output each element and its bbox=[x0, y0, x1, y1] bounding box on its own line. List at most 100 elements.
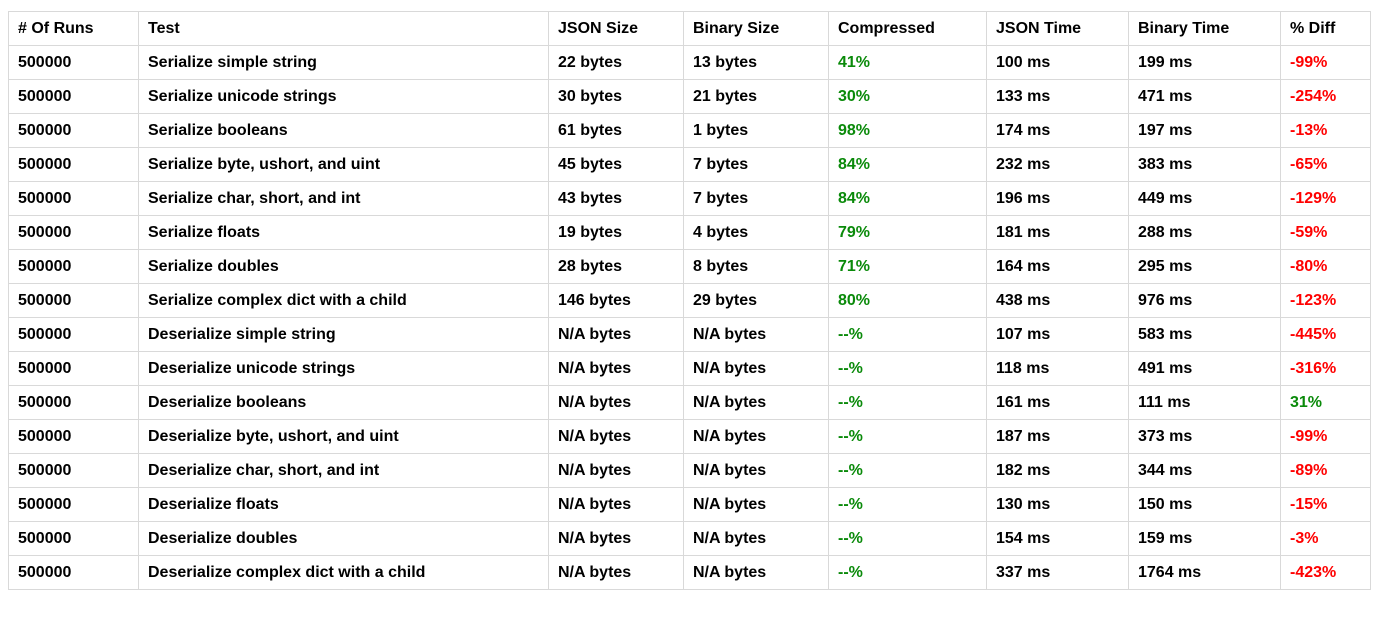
cell-runs: 500000 bbox=[8, 215, 139, 250]
cell-binary-time: 344 ms bbox=[1128, 453, 1281, 488]
cell-percent-diff: -316% bbox=[1280, 351, 1371, 386]
header-compressed: Compressed bbox=[828, 11, 987, 46]
cell-percent-diff: -13% bbox=[1280, 113, 1371, 148]
cell-test: Serialize simple string bbox=[138, 45, 549, 80]
cell-json-size: N/A bytes bbox=[548, 385, 684, 420]
cell-runs: 500000 bbox=[8, 181, 139, 216]
cell-json-time: 174 ms bbox=[986, 113, 1129, 148]
cell-test: Serialize byte, ushort, and uint bbox=[138, 147, 549, 182]
cell-percent-diff: -15% bbox=[1280, 487, 1371, 522]
cell-binary-time: 288 ms bbox=[1128, 215, 1281, 250]
cell-test: Serialize char, short, and int bbox=[138, 181, 549, 216]
cell-test: Deserialize complex dict with a child bbox=[138, 555, 549, 590]
cell-json-size: N/A bytes bbox=[548, 453, 684, 488]
cell-compressed: 80% bbox=[828, 283, 987, 318]
cell-binary-time: 471 ms bbox=[1128, 79, 1281, 114]
cell-binary-time: 976 ms bbox=[1128, 283, 1281, 318]
cell-binary-time: 491 ms bbox=[1128, 351, 1281, 386]
cell-binary-time: 199 ms bbox=[1128, 45, 1281, 80]
cell-compressed: --% bbox=[828, 317, 987, 352]
cell-percent-diff: -254% bbox=[1280, 79, 1371, 114]
cell-binary-time: 159 ms bbox=[1128, 521, 1281, 556]
cell-test: Deserialize char, short, and int bbox=[138, 453, 549, 488]
table-row: 500000 Deserialize simple string N/A bytes… bbox=[8, 317, 1371, 352]
cell-binary-size: 7 bytes bbox=[683, 181, 829, 216]
cell-percent-diff: -445% bbox=[1280, 317, 1371, 352]
cell-percent-diff: -59% bbox=[1280, 215, 1371, 250]
cell-json-time: 337 ms bbox=[986, 555, 1129, 590]
cell-json-size: 43 bytes bbox=[548, 181, 684, 216]
table-row: 500000 Deserialize unicode strings N/A byt… bbox=[8, 351, 1371, 386]
cell-binary-size: 4 bytes bbox=[683, 215, 829, 250]
cell-compressed: --% bbox=[828, 555, 987, 590]
cell-compressed: --% bbox=[828, 521, 987, 556]
cell-percent-diff: -99% bbox=[1280, 419, 1371, 454]
cell-test: Deserialize floats bbox=[138, 487, 549, 522]
table-row: 500000 Serialize floats 19 bytes 4 bytes 79%… bbox=[8, 215, 1371, 250]
cell-json-time: 154 ms bbox=[986, 521, 1129, 556]
cell-test: Serialize complex dict with a child bbox=[138, 283, 549, 318]
table-row: 500000 Deserialize char, short, and int N/… bbox=[8, 453, 1371, 488]
cell-compressed: 41% bbox=[828, 45, 987, 80]
cell-json-size: N/A bytes bbox=[548, 487, 684, 522]
cell-runs: 500000 bbox=[8, 79, 139, 114]
header-binary-size: Binary Size bbox=[683, 11, 829, 46]
cell-json-size: N/A bytes bbox=[548, 351, 684, 386]
cell-percent-diff: -123% bbox=[1280, 283, 1371, 318]
cell-runs: 500000 bbox=[8, 555, 139, 590]
cell-compressed: 30% bbox=[828, 79, 987, 114]
table-row: 500000 Deserialize booleans N/A bytes N/A b… bbox=[8, 385, 1371, 420]
cell-json-time: 133 ms bbox=[986, 79, 1129, 114]
table-row: 500000 Deserialize complex dict with a ch… bbox=[8, 555, 1371, 590]
cell-test: Deserialize doubles bbox=[138, 521, 549, 556]
cell-runs: 500000 bbox=[8, 147, 139, 182]
cell-json-time: 232 ms bbox=[986, 147, 1129, 182]
cell-percent-diff: -3% bbox=[1280, 521, 1371, 556]
cell-binary-time: 111 ms bbox=[1128, 385, 1281, 420]
table-row: 500000 Deserialize byte, ushort, and uint… bbox=[8, 419, 1371, 454]
header-runs: # Of Runs bbox=[8, 11, 139, 46]
cell-json-size: N/A bytes bbox=[548, 317, 684, 352]
table-row: 500000 Deserialize floats N/A bytes N/A byt… bbox=[8, 487, 1371, 522]
cell-compressed: 98% bbox=[828, 113, 987, 148]
cell-json-size: N/A bytes bbox=[548, 419, 684, 454]
cell-percent-diff: -99% bbox=[1280, 45, 1371, 80]
header-json-time: JSON Time bbox=[986, 11, 1129, 46]
cell-runs: 500000 bbox=[8, 317, 139, 352]
cell-binary-size: N/A bytes bbox=[683, 453, 829, 488]
table-row: 500000 Serialize doubles 28 bytes 8 bytes 71… bbox=[8, 249, 1371, 284]
cell-binary-time: 583 ms bbox=[1128, 317, 1281, 352]
cell-json-time: 164 ms bbox=[986, 249, 1129, 284]
cell-percent-diff: -129% bbox=[1280, 181, 1371, 216]
cell-test: Deserialize simple string bbox=[138, 317, 549, 352]
cell-json-time: 438 ms bbox=[986, 283, 1129, 318]
cell-compressed: --% bbox=[828, 385, 987, 420]
cell-runs: 500000 bbox=[8, 249, 139, 284]
cell-compressed: --% bbox=[828, 351, 987, 386]
table-row: 500000 Deserialize doubles N/A bytes N/A by… bbox=[8, 521, 1371, 556]
cell-json-size: 28 bytes bbox=[548, 249, 684, 284]
cell-test: Serialize booleans bbox=[138, 113, 549, 148]
cell-test: Serialize unicode strings bbox=[138, 79, 549, 114]
cell-percent-diff: -89% bbox=[1280, 453, 1371, 488]
cell-json-time: 107 ms bbox=[986, 317, 1129, 352]
header-binary-time: Binary Time bbox=[1128, 11, 1281, 46]
cell-binary-size: N/A bytes bbox=[683, 351, 829, 386]
cell-runs: 500000 bbox=[8, 521, 139, 556]
cell-compressed: --% bbox=[828, 419, 987, 454]
cell-compressed: 79% bbox=[828, 215, 987, 250]
cell-test: Serialize floats bbox=[138, 215, 549, 250]
table-row: 500000 Serialize simple string 22 bytes 13 … bbox=[8, 45, 1371, 80]
cell-runs: 500000 bbox=[8, 45, 139, 80]
cell-binary-size: 29 bytes bbox=[683, 283, 829, 318]
cell-binary-size: N/A bytes bbox=[683, 385, 829, 420]
header-json-size: JSON Size bbox=[548, 11, 684, 46]
table-row: 500000 Serialize complex dict with a chil… bbox=[8, 283, 1371, 318]
cell-json-time: 100 ms bbox=[986, 45, 1129, 80]
cell-binary-time: 197 ms bbox=[1128, 113, 1281, 148]
cell-percent-diff: -65% bbox=[1280, 147, 1371, 182]
table-body: 500000 Serialize simple string 22 bytes 13 … bbox=[8, 45, 1371, 590]
cell-binary-size: 7 bytes bbox=[683, 147, 829, 182]
cell-json-time: 161 ms bbox=[986, 385, 1129, 420]
cell-runs: 500000 bbox=[8, 351, 139, 386]
